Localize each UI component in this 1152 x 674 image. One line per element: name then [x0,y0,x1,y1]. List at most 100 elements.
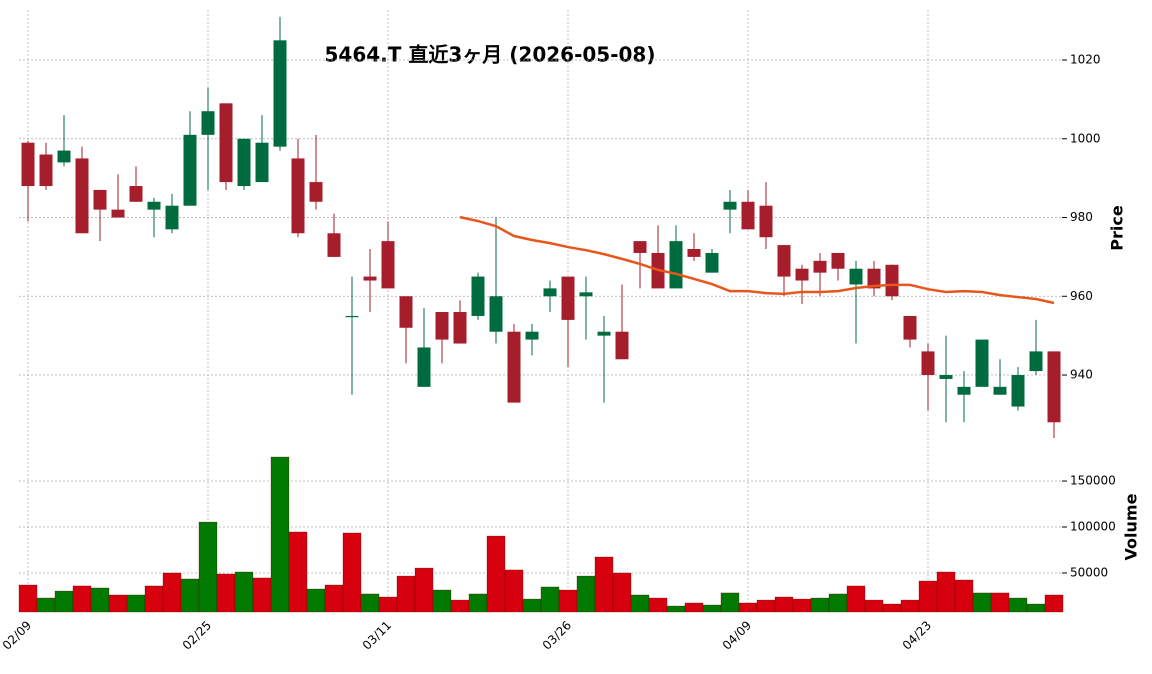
candle-body [57,150,71,163]
candle-body [615,331,629,360]
candle-body [957,386,971,395]
candle-body [903,315,917,340]
volume-axis-label: Volume [1122,493,1141,560]
volume-bar [306,588,326,613]
volume-bar [828,593,848,613]
candle-body [435,312,449,340]
volume-bar [342,532,362,613]
x-tick-label: 02/09 [0,618,34,652]
volume-bar [360,593,380,613]
volume-bar [216,573,236,613]
candle-body [939,375,953,379]
candle-body [579,292,593,297]
volume-bar [324,584,344,613]
volume-bar [900,599,920,613]
x-tick-label: 03/26 [540,618,574,652]
candle-body [705,252,719,273]
y-tick-label: 960 [1070,289,1093,303]
volume-bar [468,593,488,613]
candle-body [147,201,161,210]
candle-body [795,268,809,281]
candle-body [777,245,791,277]
volume-bar [972,592,992,613]
candle-body [363,276,377,281]
y-tick-label: 1000 [1070,131,1101,145]
volume-bar [432,589,452,613]
volume-bar [1026,603,1046,613]
volume-bar [414,567,434,613]
volume-bar [738,602,758,613]
candle-body [471,276,485,316]
y-tick-label: 100000 [1070,520,1116,534]
volume-bar [126,594,146,613]
volume-bar [630,594,650,613]
candle-body [417,347,431,387]
candle-body [165,205,179,230]
candle-body [489,296,503,332]
volume-bar [810,597,830,613]
candle-body [381,241,395,289]
candle-body [921,351,935,376]
volume-bar [450,599,470,613]
volume-bar [756,599,776,613]
candle-body [759,205,773,238]
volume-bar [144,585,164,613]
candle-body [633,241,647,253]
candle-body [687,249,701,257]
candle-body [345,315,359,318]
candle-body [255,142,269,183]
candle-body [201,111,215,135]
volume-bar [72,585,92,613]
candle-body [237,138,251,187]
y-axis-label: Price [1108,205,1127,251]
volume-bar [954,579,974,613]
volume-bar [504,569,524,613]
volume-bar [54,590,74,613]
volume-bar [594,556,614,613]
candle-body [975,339,989,387]
volume-bar [648,597,668,613]
candle-body [723,201,737,210]
candle-body [291,158,305,234]
volume-bar [774,596,794,613]
volume-bar [1044,594,1064,613]
candle-body [849,268,863,285]
volume-bar [666,605,686,613]
volume-bar [792,598,812,613]
x-tick-label: 03/11 [360,618,394,652]
volume-bar [522,598,542,613]
moving-average [459,215,1055,305]
chart-title: 5464.T 直近3ヶ月 (2026-05-08) [325,43,656,67]
candle-body [21,142,35,187]
volume-bar [396,575,416,613]
volume-bar [864,599,884,613]
volume-bar [558,589,578,613]
candle-body [1047,351,1061,423]
volume-bar [36,597,56,613]
volume-bar [486,535,506,613]
volume-bar [846,585,866,613]
candle-body [993,386,1007,395]
candle-body [273,40,287,147]
volume-bar [90,587,110,613]
volume-bar [180,578,200,613]
candle-body [93,189,107,210]
x-tick-label: 04/23 [900,618,934,652]
x-tick-label: 04/09 [720,618,754,652]
candle-body [561,276,575,320]
volume-bar [936,571,956,613]
volume-bar [540,586,560,613]
candle-body [453,312,467,344]
volume-bar [684,602,704,613]
y-tick-label: 980 [1070,210,1093,224]
volume-bar [270,456,290,613]
y-tick-label: 50000 [1070,566,1108,580]
candle-body [1011,375,1025,407]
volume-bar [1008,597,1028,613]
volume-bar [918,580,938,613]
candle-body [327,233,341,257]
candle-body [399,296,413,328]
candle-body [813,260,827,273]
volume-bar [108,594,128,613]
candle-body [1029,351,1043,372]
